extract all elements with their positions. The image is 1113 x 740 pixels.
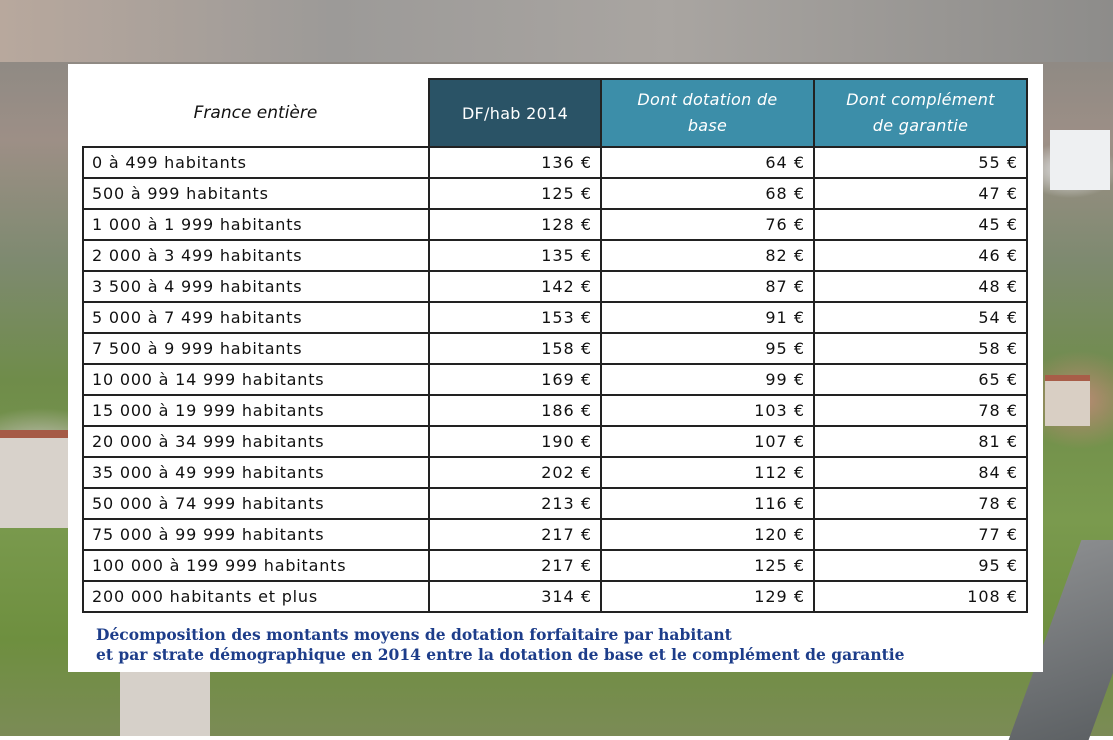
cell-strate: 0 à 499 habitants	[82, 146, 430, 179]
cell-complement-garantie: 108 €	[813, 580, 1028, 613]
cell-dotation-base: 125 €	[600, 549, 815, 582]
cell-strate: 5 000 à 7 499 habitants	[82, 301, 430, 334]
cell-complement-garantie: 81 €	[813, 425, 1028, 458]
table-panel: France entière DF/hab 2014 Dont dotation…	[68, 64, 1043, 672]
cell-complement-garantie: 95 €	[813, 549, 1028, 582]
cell-df-hab: 153 €	[428, 301, 602, 334]
cell-dotation-base: 112 €	[600, 456, 815, 489]
table-row: 50 000 à 74 999 habitants 213 €116 €78 €	[82, 487, 1028, 520]
background-building	[0, 430, 70, 528]
cell-dotation-base: 76 €	[600, 208, 815, 241]
cell-df-hab: 202 €	[428, 456, 602, 489]
caption-line: et par strate démographique en 2014 entr…	[96, 645, 905, 664]
cell-complement-garantie: 84 €	[813, 456, 1028, 489]
cell-df-hab: 190 €	[428, 425, 602, 458]
cell-dotation-base: 87 €	[600, 270, 815, 303]
cell-complement-garantie: 48 €	[813, 270, 1028, 303]
cell-dotation-base: 116 €	[600, 487, 815, 520]
cell-strate: 100 000 à 199 999 habitants	[82, 549, 430, 582]
table-row: 15 000 à 19 999 habitants 186 €103 €78 €	[82, 394, 1028, 427]
cell-strate: 2 000 à 3 499 habitants	[82, 239, 430, 272]
cell-complement-garantie: 54 €	[813, 301, 1028, 334]
cell-complement-garantie: 65 €	[813, 363, 1028, 396]
cell-df-hab: 158 €	[428, 332, 602, 365]
background-city-skyline	[0, 0, 1113, 62]
cell-df-hab: 142 €	[428, 270, 602, 303]
table-row: 2 000 à 3 499 habitants 135 €82 €46 €	[82, 239, 1028, 272]
cell-dotation-base: 99 €	[600, 363, 815, 396]
cell-dotation-base: 103 €	[600, 394, 815, 427]
table-row: 35 000 à 49 999 habitants 202 €112 €84 €	[82, 456, 1028, 489]
cell-strate: 35 000 à 49 999 habitants	[82, 456, 430, 489]
table-row: 3 500 à 4 999 habitants 142 €87 €48 €	[82, 270, 1028, 303]
cell-strate: 15 000 à 19 999 habitants	[82, 394, 430, 427]
table-row: 20 000 à 34 999 habitants 190 €107 €81 €	[82, 425, 1028, 458]
table-row: 1 000 à 1 999 habitants 128 €76 €45 €	[82, 208, 1028, 241]
cell-df-hab: 213 €	[428, 487, 602, 520]
table-row: 5 000 à 7 499 habitants 153 €91 €54 €	[82, 301, 1028, 334]
cell-strate: 200 000 habitants et plus	[82, 580, 430, 613]
cell-dotation-base: 95 €	[600, 332, 815, 365]
cell-dotation-base: 68 €	[600, 177, 815, 210]
cell-strate: 1 000 à 1 999 habitants	[82, 208, 430, 241]
cell-df-hab: 128 €	[428, 208, 602, 241]
table-row: 200 000 habitants et plus 314 €129 €108 €	[82, 580, 1028, 613]
table-row: 0 à 499 habitants 136 €64 €55 €	[82, 146, 1028, 179]
cell-strate: 10 000 à 14 999 habitants	[82, 363, 430, 396]
table-row: 7 500 à 9 999 habitants 158 €95 €58 €	[82, 332, 1028, 365]
cell-complement-garantie: 55 €	[813, 146, 1028, 179]
header-df-hab: DF/hab 2014	[428, 78, 602, 148]
background-building	[1050, 130, 1110, 190]
header-strate: France entière	[83, 79, 430, 148]
cell-df-hab: 169 €	[428, 363, 602, 396]
cell-df-hab: 125 €	[428, 177, 602, 210]
background-building	[120, 672, 210, 736]
cell-strate: 500 à 999 habitants	[82, 177, 430, 210]
caption-line: Décomposition des montants moyens de dot…	[96, 625, 732, 644]
cell-complement-garantie: 77 €	[813, 518, 1028, 551]
header-dotation-base: Dont dotation de base	[600, 78, 815, 148]
cell-df-hab: 186 €	[428, 394, 602, 427]
cell-strate: 75 000 à 99 999 habitants	[82, 518, 430, 551]
cell-strate: 7 500 à 9 999 habitants	[82, 332, 430, 365]
cell-complement-garantie: 46 €	[813, 239, 1028, 272]
table-row: 500 à 999 habitants 125 €68 €47 €	[82, 177, 1028, 210]
cell-strate: 50 000 à 74 999 habitants	[82, 487, 430, 520]
background-building	[1045, 375, 1090, 426]
cell-dotation-base: 107 €	[600, 425, 815, 458]
cell-strate: 20 000 à 34 999 habitants	[82, 425, 430, 458]
cell-df-hab: 217 €	[428, 518, 602, 551]
cell-complement-garantie: 78 €	[813, 394, 1028, 427]
header-complement-garantie: Dont complément de garantie	[813, 78, 1028, 148]
cell-dotation-base: 91 €	[600, 301, 815, 334]
cell-complement-garantie: 78 €	[813, 487, 1028, 520]
cell-df-hab: 135 €	[428, 239, 602, 272]
cell-complement-garantie: 45 €	[813, 208, 1028, 241]
cell-strate: 3 500 à 4 999 habitants	[82, 270, 430, 303]
cell-complement-garantie: 58 €	[813, 332, 1028, 365]
table-caption: Décomposition des montants moyens de dot…	[96, 625, 1026, 665]
cell-df-hab: 136 €	[428, 146, 602, 179]
table-header-row: France entière DF/hab 2014 Dont dotation…	[83, 78, 1028, 148]
table-row: 10 000 à 14 999 habitants 169 €99 €65 €	[82, 363, 1028, 396]
cell-df-hab: 314 €	[428, 580, 602, 613]
cell-dotation-base: 129 €	[600, 580, 815, 613]
table-row: 75 000 à 99 999 habitants 217 €120 €77 €	[82, 518, 1028, 551]
cell-complement-garantie: 47 €	[813, 177, 1028, 210]
cell-dotation-base: 82 €	[600, 239, 815, 272]
table-row: 100 000 à 199 999 habitants 217 €125 €95 …	[82, 549, 1028, 582]
cell-dotation-base: 120 €	[600, 518, 815, 551]
cell-df-hab: 217 €	[428, 549, 602, 582]
dotation-table: France entière DF/hab 2014 Dont dotation…	[82, 78, 1028, 613]
cell-dotation-base: 64 €	[600, 146, 815, 179]
